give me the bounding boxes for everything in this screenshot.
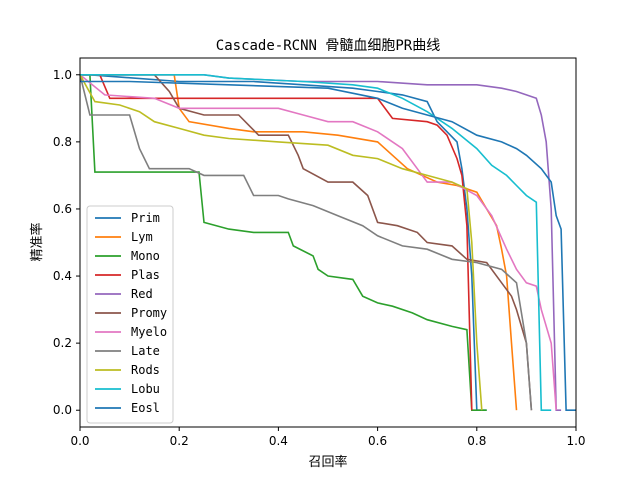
series-line-lobu (80, 74, 552, 412)
legend-label-plas: Plas (131, 268, 160, 282)
x-axis-ticks: 0.0 0.2 0.4 0.6 0.8 1.0 (70, 427, 586, 448)
legend-label-rods: Rods (131, 363, 160, 377)
legend-label-eosl: Eosl (131, 401, 160, 415)
series-line-myelo (79, 74, 557, 411)
legend-label-myelo: Myelo (131, 325, 167, 339)
y-tick-label: 0.6 (53, 202, 72, 216)
legend-label-lym: Lym (131, 230, 153, 244)
legend-label-mono: Mono (131, 249, 160, 263)
series-line-rods (79, 74, 483, 411)
x-tick-label: 0.4 (269, 434, 288, 448)
legend-label-promy: Promy (131, 306, 167, 320)
y-tick-label: 0.8 (53, 135, 72, 149)
series-line-late (79, 74, 533, 411)
series-line-lym (80, 74, 518, 411)
x-tick-label: 0.8 (467, 434, 486, 448)
x-axis-title: 召回率 (308, 454, 347, 470)
x-tick-label: 0.2 (170, 434, 189, 448)
legend: Prim Lym Mono Plas Red Promy Myelo Late Rods Lobu… (86, 205, 174, 424)
y-axis-title: 精准率 (29, 222, 45, 261)
legend-label-lobu: Lobu (131, 382, 160, 396)
series-line-mono (80, 74, 487, 412)
x-tick-label: 1.0 (566, 434, 585, 448)
y-tick-label: 0.0 (53, 403, 72, 417)
legend-box (86, 205, 174, 424)
legend-label-late: Late (131, 344, 160, 358)
y-tick-label: 1.0 (53, 68, 72, 82)
series-line-promy (80, 74, 533, 411)
chart-title: Cascade-RCNN 骨髓血细胞PR曲线 (216, 38, 440, 54)
y-axis-ticks: 0.0 0.2 0.4 0.6 0.8 1.0 (53, 68, 80, 417)
y-tick-label: 0.4 (53, 269, 72, 283)
y-tick-label: 0.2 (53, 336, 72, 350)
plot-frame (79, 57, 577, 428)
legend-label-red: Red (131, 287, 153, 301)
legend-label-prim: Prim (131, 211, 160, 225)
series-line-prim (80, 74, 487, 412)
x-tick-label: 0.0 (70, 434, 89, 448)
series-line-plas (80, 74, 473, 411)
x-tick-label: 0.6 (368, 434, 387, 448)
series-line-eosl (80, 80, 576, 412)
